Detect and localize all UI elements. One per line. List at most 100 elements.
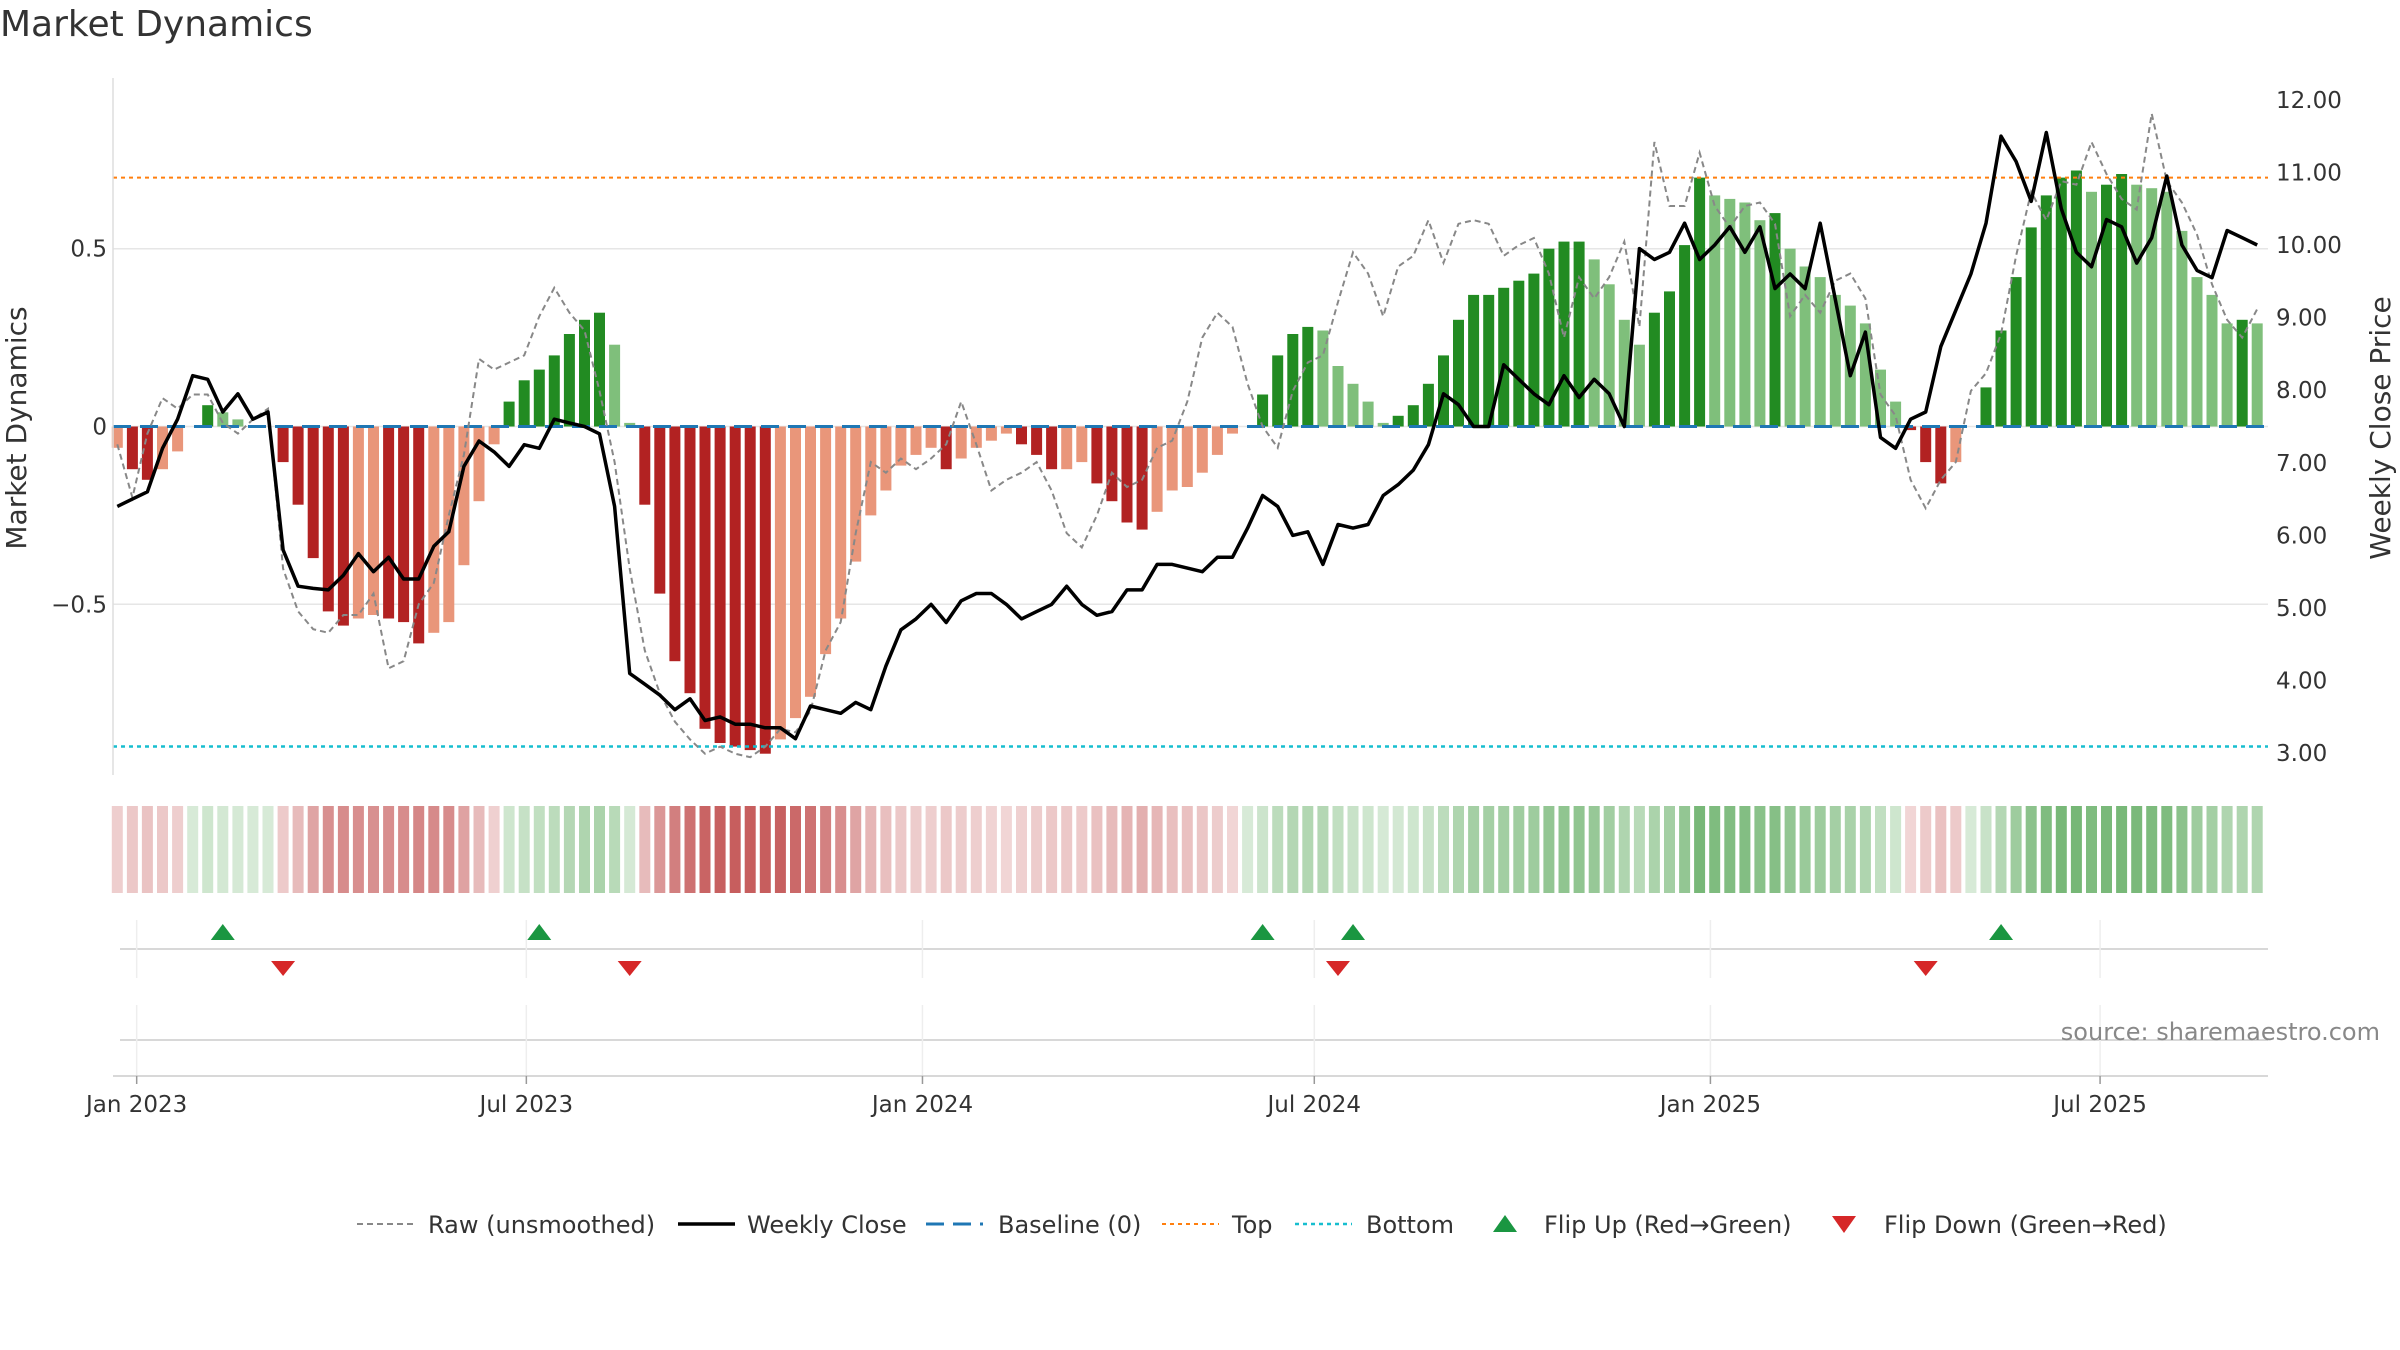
market-dynamics-bar: [1227, 426, 1238, 434]
heat-cell: [563, 806, 575, 893]
market-dynamics-bar: [805, 426, 816, 697]
heat-cell: [1151, 806, 1163, 893]
market-dynamics-bar: [940, 426, 952, 470]
market-dynamics-bar: [1076, 426, 1088, 463]
y2-tick-label: 8.00: [2276, 378, 2327, 404]
heat-cell: [2070, 806, 2082, 893]
market-dynamics-bar: [1166, 426, 1178, 491]
market-dynamics-bar: [518, 380, 530, 427]
market-dynamics-bar: [473, 426, 485, 502]
heat-cell: [624, 806, 636, 893]
heat-cell: [1498, 806, 1510, 893]
heat-cell: [428, 806, 440, 893]
market-dynamics-bar: [1362, 401, 1374, 427]
heat-cell: [940, 806, 952, 893]
heat-cell: [473, 806, 485, 893]
heat-cell: [1076, 806, 1088, 893]
market-dynamics-bar: [1890, 401, 1902, 427]
market-dynamics-bar: [1694, 177, 1706, 427]
market-dynamics-bar: [880, 426, 892, 491]
heat-cell: [744, 806, 756, 893]
market-dynamics-bar: [624, 422, 636, 427]
market-dynamics-bar: [1528, 273, 1540, 427]
flip-down-marker: [617, 961, 642, 976]
heat-cell: [368, 806, 379, 893]
empty-panel: [120, 1005, 2268, 1076]
heat-cell: [850, 806, 862, 893]
heat-cell: [1664, 806, 1675, 893]
market-dynamics-bar: [2191, 277, 2203, 427]
market-dynamics-bar: [292, 426, 304, 505]
flip-down-marker: [1913, 961, 1938, 976]
market-dynamics-bar: [2070, 170, 2082, 427]
heat-cell: [1859, 806, 1871, 893]
market-dynamics-bar: [172, 426, 184, 452]
heat-cell: [2131, 806, 2143, 893]
heat-cell: [970, 806, 982, 893]
market-dynamics-bar: [1724, 198, 1736, 427]
market-dynamics-bar: [2010, 277, 2022, 427]
heat-cell: [2101, 806, 2112, 893]
market-dynamics-bar: [232, 419, 244, 427]
market-dynamics-bar: [1257, 394, 1269, 427]
market-dynamics-bar: [398, 426, 410, 623]
market-dynamics-bar: [910, 426, 922, 455]
x-axis: Jan 2023 Jul 2023 Jan 2024 Jul 2024 Jan 2025…: [84, 1075, 2268, 1118]
market-dynamics-bar: [1633, 344, 1645, 427]
market-dynamics-bar: [729, 426, 741, 747]
market-dynamics-bar: [1829, 294, 1841, 427]
heat-cell: [1091, 806, 1103, 893]
heat-cell: [1694, 806, 1706, 893]
market-dynamics-bar: [1000, 426, 1012, 434]
heat-cell: [2176, 806, 2188, 893]
market-dynamics-bar: [1814, 277, 1826, 427]
market-dynamics-bar: [368, 426, 379, 615]
market-dynamics-bar: [669, 426, 681, 662]
x-tick-label: Jan 2025: [1658, 1092, 1761, 1118]
heat-cell: [1317, 806, 1329, 893]
heat-cell: [2191, 806, 2203, 893]
heat-cell: [2040, 806, 2052, 893]
bars-layer: [111, 170, 2263, 754]
market-dynamics-bar: [2206, 294, 2218, 427]
heat-cell: [985, 806, 997, 893]
heat-cell: [398, 806, 410, 893]
heat-cell: [654, 806, 666, 893]
heat-cell: [1829, 806, 1841, 893]
heat-cell: [1920, 806, 1932, 893]
legend-label: Baseline (0): [998, 1211, 1141, 1239]
heat-cell: [790, 806, 801, 893]
heat-cell: [2116, 806, 2128, 893]
heat-cell: [202, 806, 214, 893]
heat-cell: [729, 806, 741, 893]
market-dynamics-bar: [533, 369, 545, 427]
legend-flip-up-marker: [1493, 1215, 1517, 1232]
heat-cell: [232, 806, 244, 893]
heat-cell: [187, 806, 199, 893]
heat-cell: [1573, 806, 1585, 893]
raw-unsmoothed-line: [116, 113, 2259, 759]
market-dynamics-bar: [1151, 426, 1163, 512]
market-dynamics-bar: [1709, 195, 1721, 427]
heat-cell: [1513, 806, 1525, 893]
heat-cell: [910, 806, 922, 893]
market-dynamics-bar: [2025, 227, 2037, 427]
heat-cell: [1438, 806, 1449, 893]
heat-cell: [337, 806, 349, 893]
heat-cell: [533, 806, 545, 893]
market-dynamics-bar: [1648, 312, 1660, 427]
heat-cell: [594, 806, 605, 893]
market-dynamics-bar: [1347, 383, 1359, 427]
market-dynamics-bar: [458, 426, 470, 566]
market-dynamics-bar: [2251, 323, 2263, 427]
heat-cell: [1814, 806, 1826, 893]
heat-cell: [1980, 806, 1992, 893]
x-tick-label: Jul 2024: [1265, 1092, 1361, 1118]
heat-cell: [1061, 806, 1073, 893]
heat-cell: [1196, 806, 1208, 893]
heat-cell: [1648, 806, 1660, 893]
heat-cell: [488, 806, 500, 893]
heat-cell: [172, 806, 184, 893]
market-dynamics-bar: [1513, 280, 1525, 427]
heat-strip: [111, 806, 2263, 893]
